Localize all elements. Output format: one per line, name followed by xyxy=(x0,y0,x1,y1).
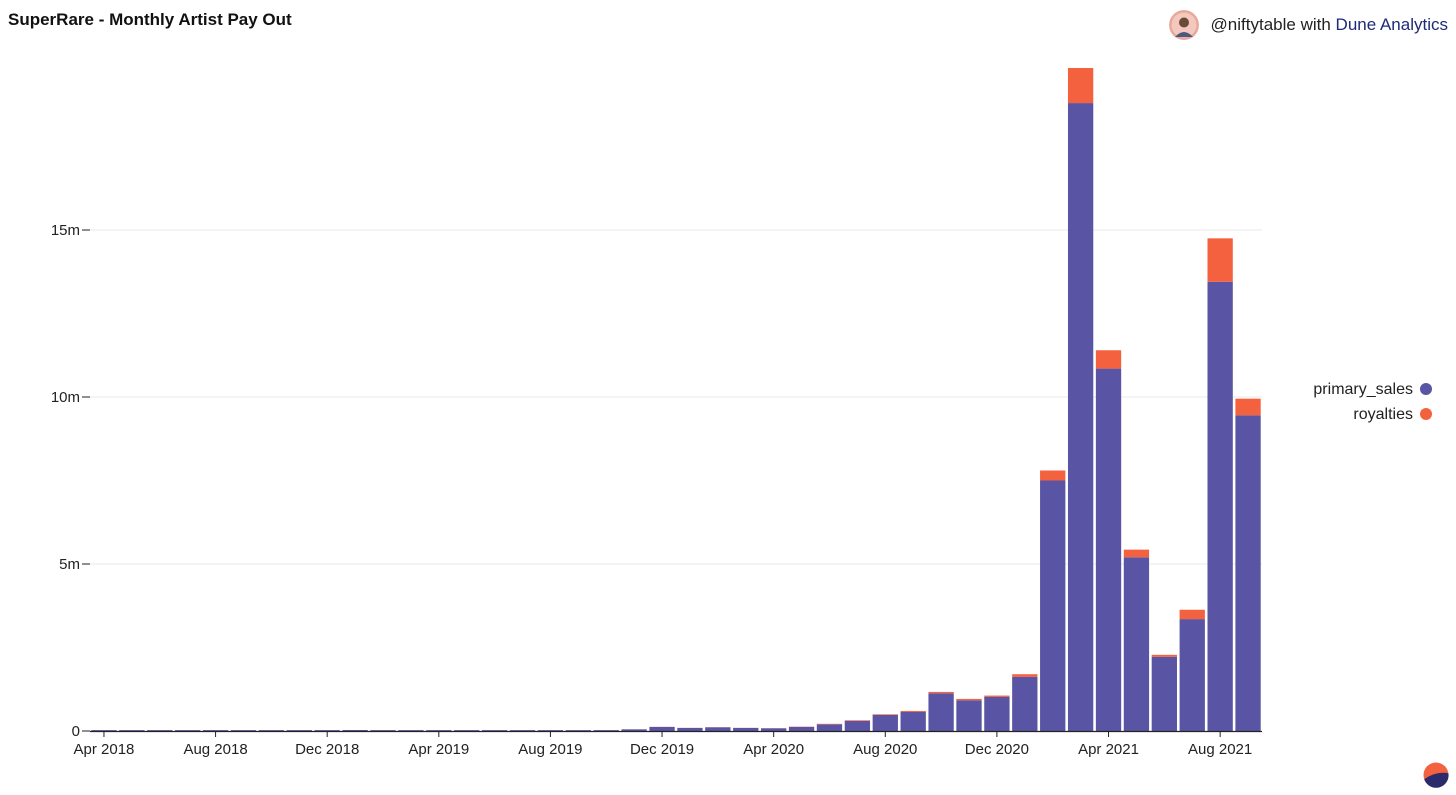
bar-primary-sales xyxy=(147,730,173,731)
bar-royalties xyxy=(1123,549,1150,558)
y-tick-label: 0 xyxy=(72,723,80,740)
bar-primary-sales xyxy=(537,730,564,731)
bar-primary-sales xyxy=(91,730,117,731)
chart-title: SuperRare - Monthly Artist Pay Out xyxy=(8,10,292,29)
bar-royalties xyxy=(1235,398,1261,416)
x-tick-label: Aug 2019 xyxy=(518,741,582,758)
bar-royalties xyxy=(1012,674,1038,677)
y-tick-label: 10m xyxy=(51,389,80,406)
credit-user[interactable]: @niftytable xyxy=(1210,15,1296,34)
chart-legend: primary_sales royalties xyxy=(1313,381,1432,423)
bar-primary-sales xyxy=(314,730,340,731)
bar-primary-sales xyxy=(370,730,396,731)
bar-royalties xyxy=(1179,609,1205,620)
bar-royalties xyxy=(928,691,954,694)
bar-royalties xyxy=(844,720,871,721)
bar-primary-sales xyxy=(844,720,871,731)
bar-primary-sales xyxy=(1123,557,1150,731)
bar-primary-sales xyxy=(761,728,787,731)
x-tick-label: Aug 2020 xyxy=(853,741,917,758)
legend-marker-royalties xyxy=(1420,408,1432,420)
credit-brand-link[interactable]: Dune Analytics xyxy=(1335,15,1448,34)
bar-primary-sales xyxy=(677,727,703,731)
legend-marker-primary-sales xyxy=(1420,383,1432,395)
bar-primary-sales xyxy=(1040,480,1066,731)
bar-primary-sales xyxy=(900,711,926,731)
bar-royalties xyxy=(1095,350,1122,369)
credit-with: with xyxy=(1300,15,1331,34)
bar-primary-sales xyxy=(1207,281,1233,731)
x-tick-label: Dec 2019 xyxy=(630,741,694,758)
y-tick-label: 5m xyxy=(59,556,80,573)
credit: @niftytable with Dune Analytics xyxy=(1168,10,1448,40)
bar-royalties xyxy=(872,714,898,715)
bar-primary-sales xyxy=(984,696,1010,731)
bar-primary-sales xyxy=(1235,415,1261,731)
bar-primary-sales xyxy=(593,730,619,731)
bar-primary-sales xyxy=(649,726,675,731)
bar-primary-sales xyxy=(788,726,815,731)
bar-royalties xyxy=(1067,68,1094,104)
bar-primary-sales xyxy=(342,729,368,731)
x-tick-label: Dec 2018 xyxy=(295,741,359,758)
bar-primary-sales xyxy=(454,730,480,731)
x-tick-label: Apr 2020 xyxy=(743,741,804,758)
bar-primary-sales xyxy=(426,730,452,731)
legend-label-royalties: royalties xyxy=(1353,406,1413,423)
y-tick-label: 15m xyxy=(51,222,80,239)
bar-primary-sales xyxy=(1067,103,1094,731)
bar-primary-sales xyxy=(733,727,759,731)
chart-bars xyxy=(91,68,1261,731)
bar-primary-sales xyxy=(1179,619,1205,731)
bar-primary-sales xyxy=(565,730,591,731)
bar-royalties xyxy=(984,695,1010,697)
bar-primary-sales xyxy=(481,730,508,731)
dune-logo-icon xyxy=(1423,762,1449,788)
bar-primary-sales xyxy=(705,727,731,731)
legend-label-primary-sales: primary_sales xyxy=(1313,381,1413,398)
bar-royalties xyxy=(1040,470,1066,481)
bar-primary-sales xyxy=(1012,676,1038,731)
bar-primary-sales xyxy=(621,729,647,731)
bar-primary-sales xyxy=(175,730,201,731)
chart-gridlines xyxy=(90,229,1262,565)
bar-royalties xyxy=(900,710,926,712)
bar-primary-sales xyxy=(1151,656,1177,731)
bar-royalties xyxy=(956,698,982,701)
bar-primary-sales xyxy=(1095,368,1122,731)
bar-royalties xyxy=(1207,238,1233,282)
bar-royalties xyxy=(1151,654,1177,657)
x-tick-label: Apr 2019 xyxy=(408,741,469,758)
chart-axes: 0 5m 10m 15m Apr 2018 Aug 2018 Dec 2018 Apr 201… xyxy=(51,222,1262,758)
bar-primary-sales xyxy=(258,730,285,731)
x-tick-label: Apr 2018 xyxy=(74,741,135,758)
bar-primary-sales xyxy=(872,714,898,731)
x-tick-label: Aug 2021 xyxy=(1188,741,1252,758)
bar-primary-sales xyxy=(816,724,843,731)
bar-primary-sales xyxy=(398,730,424,731)
x-tick-label: Aug 2018 xyxy=(183,741,247,758)
avatar xyxy=(1168,10,1199,40)
bar-primary-sales xyxy=(956,700,982,731)
bar-primary-sales xyxy=(230,730,257,731)
bar-primary-sales xyxy=(286,730,312,731)
bar-primary-sales xyxy=(202,730,229,731)
bar-royalties xyxy=(816,723,843,725)
bar-primary-sales xyxy=(928,693,954,731)
x-tick-label: Dec 2020 xyxy=(965,741,1029,758)
bar-primary-sales xyxy=(119,730,145,731)
x-tick-label: Apr 2021 xyxy=(1078,741,1139,758)
bar-primary-sales xyxy=(509,730,536,731)
